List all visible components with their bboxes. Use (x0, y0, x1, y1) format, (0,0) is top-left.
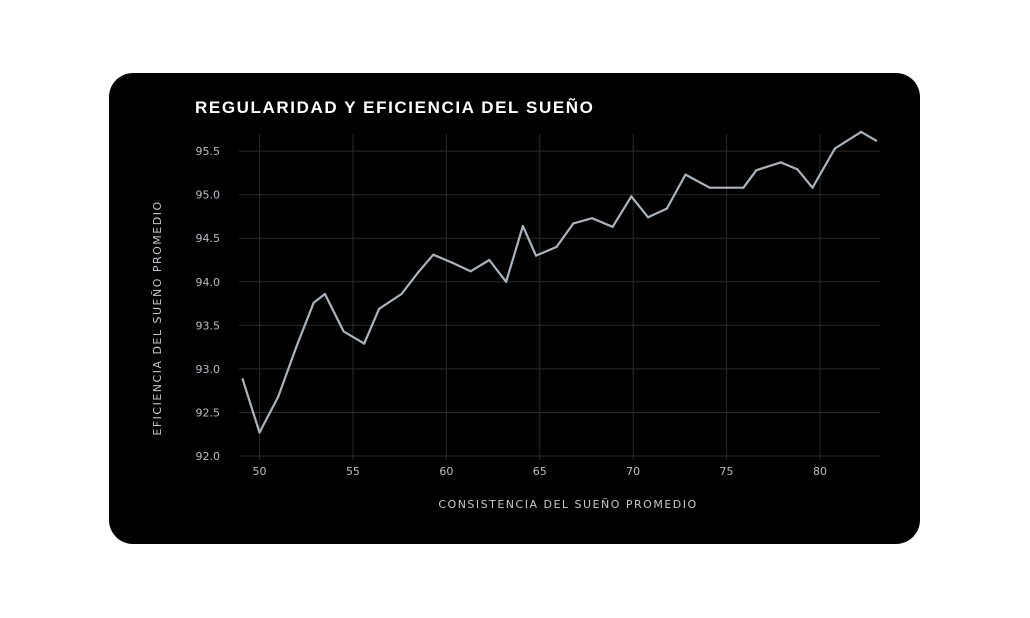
x-tick-label: 55 (346, 465, 360, 478)
data-point (833, 147, 837, 150)
data-point (874, 139, 878, 142)
data-point (742, 186, 745, 189)
data-point (258, 431, 261, 434)
data-point (860, 130, 863, 133)
data-point (323, 292, 326, 296)
data-point (555, 245, 558, 248)
series-line (241, 130, 878, 434)
data-point (417, 271, 420, 274)
y-tick-label: 93.5 (196, 319, 221, 332)
data-point (755, 169, 758, 172)
y-tick-label: 95.0 (196, 189, 221, 202)
data-point (708, 186, 711, 189)
grid-lines (239, 134, 880, 460)
y-tick-label: 92.5 (196, 406, 221, 419)
x-axis-label: CONSISTENCIA DEL SUEÑO PROMEDIO (438, 498, 697, 511)
y-tick-label: 93.0 (196, 363, 221, 376)
data-point (469, 270, 472, 273)
data-point (378, 307, 381, 310)
y-tick-label: 95.5 (196, 145, 221, 158)
data-point (277, 395, 280, 398)
y-tick-label: 94.5 (196, 232, 221, 245)
x-tick-labels: 50 55 60 65 70 75 80 (253, 465, 827, 478)
x-tick-label: 60 (439, 465, 453, 478)
data-points (241, 130, 878, 434)
y-axis-label: EFICIENCIA DEL SUEÑO PROMEDIO (151, 200, 164, 435)
data-point (450, 261, 454, 264)
data-point (796, 168, 799, 171)
data-point (312, 301, 315, 304)
data-point (684, 173, 687, 176)
y-tick-label: 92.0 (196, 450, 221, 463)
x-tick-label: 70 (626, 465, 640, 478)
data-point (725, 186, 728, 189)
data-point (647, 216, 650, 219)
data-point (665, 207, 668, 210)
y-tick-label: 94.0 (196, 276, 221, 289)
data-point (521, 224, 524, 228)
data-point (363, 342, 366, 345)
data-point (811, 186, 814, 189)
x-tick-label: 75 (720, 465, 734, 478)
x-tick-label: 50 (253, 465, 267, 478)
data-point (779, 161, 782, 164)
data-point (611, 225, 614, 228)
chart-card: REGULARIDAD Y EFICIENCIA DEL SUEÑO 92.0 9… (109, 73, 920, 544)
data-point (534, 254, 538, 257)
data-point (432, 253, 435, 256)
data-point (488, 258, 491, 262)
data-point (572, 222, 575, 225)
data-point (342, 330, 345, 333)
data-point (295, 344, 298, 347)
data-point (591, 217, 594, 220)
x-tick-label: 65 (533, 465, 547, 478)
data-point (241, 378, 244, 381)
y-tick-labels: 92.0 92.5 93.0 93.5 94.0 94.5 95.0 95.5 (196, 145, 221, 463)
data-point (505, 280, 508, 283)
data-point (400, 292, 403, 296)
data-point (630, 195, 633, 198)
line-chart: REGULARIDAD Y EFICIENCIA DEL SUEÑO 92.09… (151, 97, 880, 511)
chart-title: REGULARIDAD Y EFICIENCIA DEL SUEÑO (195, 97, 594, 117)
x-tick-label: 80 (813, 465, 827, 478)
